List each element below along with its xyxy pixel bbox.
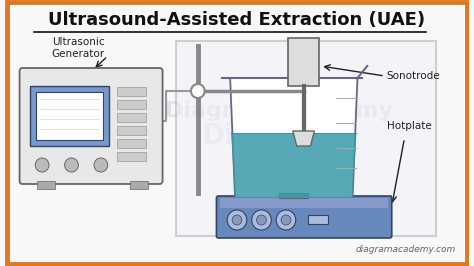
- Bar: [309, 215, 328, 224]
- Polygon shape: [293, 131, 314, 146]
- Circle shape: [191, 84, 205, 98]
- Bar: [130, 181, 148, 189]
- Text: Diagram: Diagram: [201, 122, 334, 150]
- Bar: [37, 181, 55, 189]
- Circle shape: [35, 158, 49, 172]
- Polygon shape: [231, 133, 356, 198]
- Bar: [30, 86, 109, 146]
- Text: Sonotrode: Sonotrode: [387, 71, 440, 81]
- Circle shape: [281, 215, 291, 225]
- Text: diagramacademy.com: diagramacademy.com: [355, 245, 456, 254]
- Polygon shape: [230, 78, 357, 198]
- Text: Ultrasound-Assisted Extraction (UAE): Ultrasound-Assisted Extraction (UAE): [48, 11, 426, 29]
- Bar: [117, 100, 146, 109]
- Bar: [117, 152, 146, 161]
- Circle shape: [252, 210, 271, 230]
- Text: Diagram Academy: Diagram Academy: [165, 101, 393, 121]
- Circle shape: [227, 210, 247, 230]
- Bar: [117, 87, 146, 96]
- Bar: [117, 113, 146, 122]
- Circle shape: [94, 158, 108, 172]
- FancyBboxPatch shape: [217, 196, 392, 238]
- Bar: [279, 193, 309, 198]
- Bar: [117, 139, 146, 148]
- Circle shape: [232, 215, 242, 225]
- Bar: [36, 92, 103, 140]
- Bar: [288, 38, 319, 86]
- FancyBboxPatch shape: [19, 68, 163, 184]
- Circle shape: [256, 215, 266, 225]
- Text: Hotplate: Hotplate: [387, 121, 432, 131]
- Bar: [176, 41, 436, 236]
- Circle shape: [276, 210, 296, 230]
- Circle shape: [64, 158, 78, 172]
- Text: Ultrasonic
Generator: Ultrasonic Generator: [52, 38, 105, 59]
- Bar: [117, 126, 146, 135]
- Bar: [220, 198, 388, 208]
